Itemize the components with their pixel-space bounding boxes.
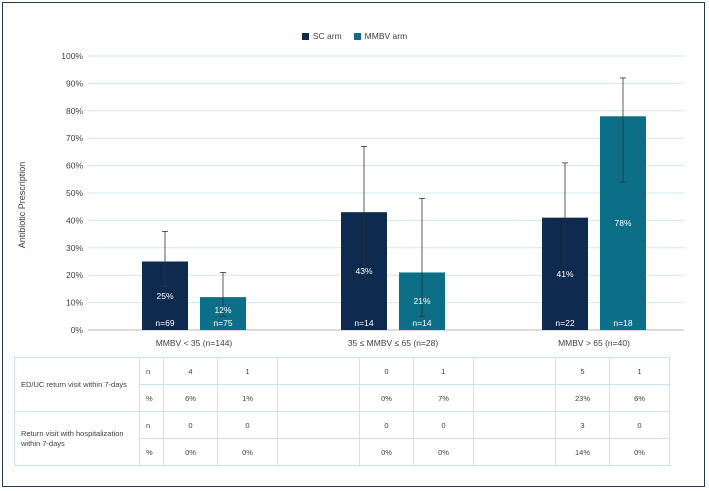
- bar-n-label: n=14: [354, 318, 373, 328]
- bar-value-label: 78%: [614, 218, 631, 228]
- chart-legend: SC arm MMBV arm: [0, 31, 709, 41]
- table-row-sub-label: %: [139, 438, 164, 466]
- table-cell: 0%: [217, 438, 278, 466]
- table-cell: 0%: [163, 438, 218, 466]
- legend-swatch-sc: [301, 32, 309, 40]
- table-spacer: [473, 357, 556, 385]
- y-tick-label: 40%: [66, 215, 83, 225]
- table-cell: 0: [359, 357, 414, 385]
- table-cell: 0: [163, 411, 218, 439]
- legend-label-mmbv: MMBV arm: [364, 31, 408, 41]
- table-row-sub-label: n: [139, 357, 164, 385]
- y-tick-label: 70%: [66, 133, 83, 143]
- x-category-label: 35 ≤ MMBV ≤ 65 (n=28): [348, 338, 439, 348]
- table-row-label: ED/UC return visit within 7-days: [14, 357, 140, 412]
- bar-n-label: n=69: [155, 318, 174, 328]
- table-spacer: [277, 438, 360, 466]
- table-cell: 1%: [217, 384, 278, 412]
- table-row: ED/UC return visit within 7-days n 4 1 0 1 5 1: [14, 357, 670, 412]
- table-row-sub-label: %: [139, 384, 164, 412]
- bar-n-label: n=18: [613, 318, 632, 328]
- table-spacer: [473, 438, 556, 466]
- y-tick-label: 20%: [66, 270, 83, 280]
- table-cell: 0: [413, 411, 474, 439]
- bar-value-label: 43%: [355, 266, 372, 276]
- x-category-label: MMBV > 65 (n=40): [558, 338, 630, 348]
- table-spacer: [277, 411, 360, 439]
- y-tick-label: 0%: [71, 325, 84, 335]
- table-cell: 14%: [555, 438, 610, 466]
- table-cell: 0: [359, 411, 414, 439]
- y-tick-label: 10%: [66, 298, 83, 308]
- table-row: % 6% 1% 0% 7% 23% 6%: [15, 384, 670, 412]
- legend-item-sc: SC arm: [301, 31, 342, 41]
- table-cell: 1: [217, 357, 278, 385]
- table-cell: 0: [609, 411, 670, 439]
- bar-n-label: n=22: [555, 318, 574, 328]
- table-cell: 5: [555, 357, 610, 385]
- table-cell: 6%: [609, 384, 670, 412]
- table-cell: 0%: [359, 438, 414, 466]
- table-cell: 0%: [359, 384, 414, 412]
- y-tick-label: 90%: [66, 78, 83, 88]
- table-cell: 1: [413, 357, 474, 385]
- y-tick-label: 50%: [66, 188, 83, 198]
- bar-value-label: 41%: [556, 269, 573, 279]
- table-spacer: [277, 357, 360, 385]
- bar-value-label: 12%: [214, 305, 231, 315]
- table-cell: 3: [555, 411, 610, 439]
- table-cell: 7%: [413, 384, 474, 412]
- outcomes-table: ED/UC return visit within 7-days n 4 1 0 1 5 1%…: [14, 357, 670, 466]
- legend-label-sc: SC arm: [312, 31, 342, 41]
- legend-item-mmbv: MMBV arm: [353, 31, 408, 41]
- table-spacer: [473, 411, 556, 439]
- x-category-label: MMBV < 35 (n=144): [156, 338, 233, 348]
- y-tick-label: 60%: [66, 161, 83, 171]
- table-cell: 0%: [609, 438, 670, 466]
- bar-n-label: n=75: [213, 318, 232, 328]
- table-row-label: Return visit with hospitalization within…: [14, 411, 140, 466]
- table-cell: 23%: [555, 384, 610, 412]
- table-row: Return visit with hospitalization within…: [14, 411, 670, 466]
- table-spacer: [277, 384, 360, 412]
- legend-swatch-mmbv: [353, 32, 361, 40]
- table-cell: 0: [217, 411, 278, 439]
- table-cell: 1: [609, 357, 670, 385]
- table-cell: 0%: [413, 438, 474, 466]
- table-row: % 0% 0% 0% 0% 14% 0%: [15, 438, 670, 466]
- y-tick-label: 80%: [66, 106, 83, 116]
- table-spacer: [473, 384, 556, 412]
- bar-value-label: 21%: [413, 296, 430, 306]
- table-cell: 4: [163, 357, 218, 385]
- figure-frame: [2, 2, 705, 487]
- y-tick-label: 100%: [61, 51, 83, 61]
- table-cell: 6%: [163, 384, 218, 412]
- y-tick-label: 30%: [66, 243, 83, 253]
- bar-n-label: n=14: [412, 318, 431, 328]
- bar-value-label: 25%: [156, 291, 173, 301]
- table-row-sub-label: n: [139, 411, 164, 439]
